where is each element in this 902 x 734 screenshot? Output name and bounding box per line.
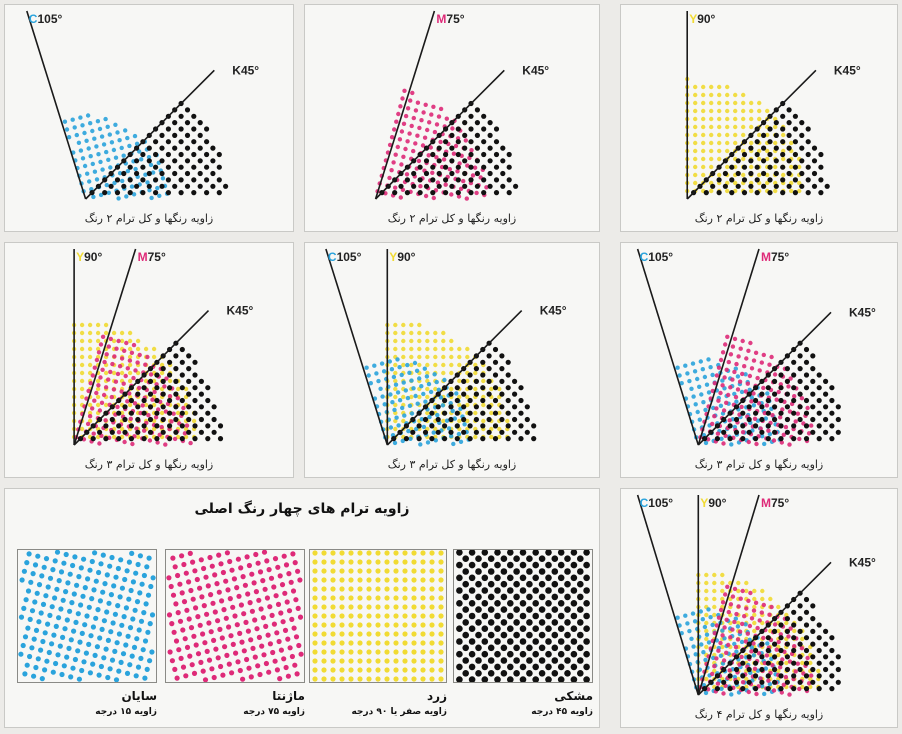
yellow-angle-label: Y90° (76, 250, 102, 264)
magenta-angle-label: M75° (761, 496, 789, 510)
angle-diagram: C105° Y90° K45° (325, 248, 567, 447)
diagram-caption: زاویه رنگها و کل ترام ۴ رنگ (694, 708, 824, 721)
k-angle-label: K45° (849, 305, 876, 319)
diagram-panel-cyan-black: C105° K45° زاویه رنگها و کل ترام ۲ رنگ (4, 4, 294, 232)
diagram-caption: زاویه رنگها و کل ترام ۳ رنگ (84, 458, 214, 471)
angle-diagram: C105° Y90° M75° K45° (636, 494, 876, 697)
k-angle-label: K45° (522, 63, 549, 77)
black-dot-fan (89, 100, 229, 196)
black-dot-fan (691, 100, 830, 196)
legend-panel: زاویه ترام های چهار رنگ اصلی سایان زاویه… (4, 488, 600, 728)
yellow-angle-label: Y90° (389, 250, 415, 264)
yellow-swatch-angle: زاویه صفر یا ۹۰ درجه (351, 707, 447, 717)
yellow-angle-label: Y90° (700, 496, 726, 510)
magenta-swatch (165, 549, 305, 683)
magenta-angle-label: M75° (436, 12, 464, 26)
black-angle-line (374, 69, 505, 200)
cyan-angle-label: C105° (328, 250, 362, 264)
legend-title: زاویه ترام های چهار رنگ اصلی (194, 501, 410, 517)
diagram-caption: زاویه رنگها و کل ترام ۲ رنگ (387, 212, 517, 225)
cyan-dot-pattern (18, 550, 156, 682)
cyan-dot-fan (62, 113, 170, 201)
magenta-angle-label: M75° (761, 250, 789, 264)
black-dot-fan (702, 340, 841, 442)
angle-diagram: Y90° M75° K45° (71, 248, 254, 447)
magenta-dot-pattern (166, 550, 304, 682)
angle-diagram: M75° K45° (374, 10, 549, 201)
diagram-panel-yellow-black: Y90° K45° زاویه رنگها و کل ترام ۲ رنگ (620, 4, 898, 232)
cyan-angle-line (636, 494, 700, 696)
magenta-angle-label: M75° (138, 250, 166, 264)
cyan-angle-label: C105° (640, 250, 674, 264)
diagram-caption: زاویه رنگها و کل ترام ۳ رنگ (694, 458, 824, 471)
angle-diagram: C105° M75° K45° (636, 248, 876, 447)
black-angle-line (697, 311, 832, 446)
cyan-angle-label: C105° (640, 496, 674, 510)
black-swatch-name: مشکی (554, 689, 593, 703)
magenta-angle-line (73, 248, 137, 446)
diagram-panel-cyan-magenta-black: C105° M75° K45° زاویه رنگها و کل ترام ۳ رن… (620, 242, 898, 478)
yellow-angle-label: Y90° (689, 12, 715, 26)
magenta-angle-line (697, 248, 760, 446)
magenta-swatch-angle: زاویه ۷۵ درجه (243, 707, 305, 717)
black-angle-line (686, 69, 817, 200)
angle-diagram: Y90° K45° (685, 10, 861, 200)
k-angle-label: K45° (849, 555, 876, 569)
cyan-swatch-name: سایان (121, 689, 157, 703)
black-angle-line (85, 69, 215, 200)
cyan-angle-line (636, 248, 700, 446)
black-dot-pattern (456, 550, 590, 682)
diagram-panel-cyan-yellow-black: C105° Y90° K45° زاویه رنگها و کل ترام ۳ رن… (304, 242, 600, 478)
diagram-panel-four-color: C105° Y90° M75° K45° زاویه رنگها و کل ترام … (620, 488, 898, 728)
magenta-angle-line (374, 10, 436, 200)
yellow-dot-fan (685, 76, 802, 194)
k-angle-label: K45° (227, 304, 254, 318)
magenta-angle-line (697, 494, 760, 696)
diagram-caption: زاویه رنگها و کل ترام ۲ رنگ (694, 212, 824, 225)
yellow-dot-pattern (312, 550, 444, 682)
cyan-angle-line (325, 248, 389, 446)
k-angle-label: K45° (834, 63, 861, 77)
k-angle-label: K45° (540, 304, 567, 318)
angle-diagram: C105° K45° (26, 10, 259, 201)
black-swatch-angle: زاویه ۴۵ درجه (531, 707, 593, 717)
diagram-caption: زاویه رنگها و کل ترام ۲ رنگ (84, 212, 214, 225)
black-angle-line (697, 561, 832, 696)
cyan-angle-line (26, 10, 87, 200)
cyan-angle-label: C105° (29, 12, 63, 26)
black-swatch (453, 549, 593, 683)
yellow-swatch-name: زرد (427, 689, 447, 703)
diagram-panel-magenta-black: M75° K45° زاویه رنگها و کل ترام ۲ رنگ (304, 4, 600, 232)
cyan-swatch-angle: زاویه ۱۵ درجه (95, 707, 157, 717)
diagram-caption: زاویه رنگها و کل ترام ۳ رنگ (387, 458, 517, 471)
cyan-dot-fan (364, 357, 471, 447)
k-angle-label: K45° (232, 63, 259, 77)
magenta-swatch-name: ماژنتا (272, 689, 305, 703)
black-angle-line (73, 310, 210, 446)
diagram-panel-yellow-magenta-black: Y90° M75° K45° زاویه رنگها و کل ترام ۳ رنگ (4, 242, 294, 478)
yellow-swatch (309, 549, 447, 683)
black-angle-line (386, 310, 523, 446)
cyan-swatch (17, 549, 157, 683)
black-dot-fan (702, 590, 841, 692)
magenta-dot-fan (698, 334, 814, 447)
